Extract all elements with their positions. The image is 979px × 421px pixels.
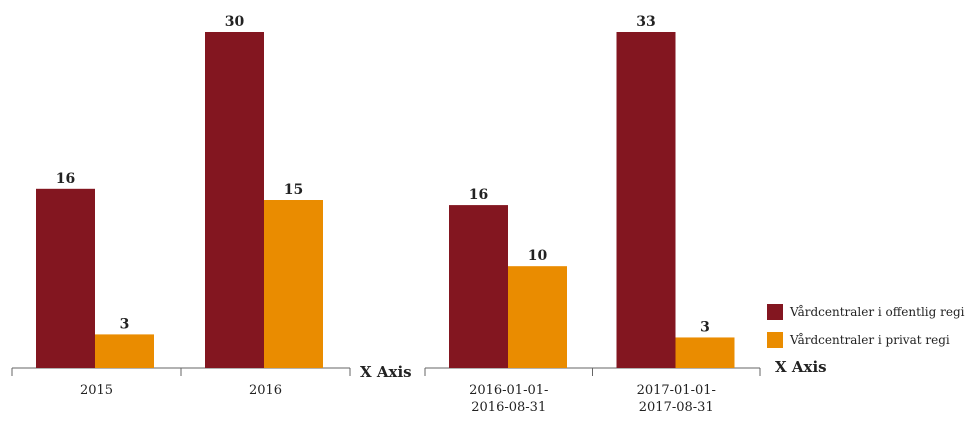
bar bbox=[36, 188, 95, 368]
data-label: 3 bbox=[120, 316, 130, 332]
x-axis-label: X Axis bbox=[360, 363, 412, 381]
bar bbox=[675, 337, 735, 368]
data-label: 16 bbox=[469, 187, 488, 203]
x-axis-label: X Axis bbox=[775, 358, 827, 376]
data-label: 3 bbox=[700, 319, 710, 335]
data-label: 10 bbox=[528, 248, 548, 264]
data-label: 15 bbox=[284, 182, 303, 198]
bar bbox=[264, 200, 323, 368]
bar bbox=[205, 32, 264, 368]
bar bbox=[508, 266, 567, 368]
x-tick-label: 2016-01-01-2016-08-31 bbox=[469, 383, 549, 415]
legend-swatch bbox=[767, 332, 783, 348]
legend-swatch bbox=[767, 304, 783, 320]
bar bbox=[449, 205, 508, 368]
legend-label: Vårdcentraler i privat regi bbox=[789, 332, 950, 347]
x-tick-label: 2017-01-01-2017-08-31 bbox=[636, 383, 716, 415]
data-label: 16 bbox=[56, 171, 75, 187]
x-tick-label: 2015 bbox=[79, 383, 114, 398]
legend-label: Vårdcentraler i offentlig regi bbox=[789, 304, 965, 319]
bar bbox=[95, 334, 154, 368]
data-label: 33 bbox=[636, 14, 655, 30]
data-label: 30 bbox=[225, 14, 245, 30]
bar bbox=[616, 32, 676, 368]
x-tick-label: 2016 bbox=[248, 383, 283, 398]
